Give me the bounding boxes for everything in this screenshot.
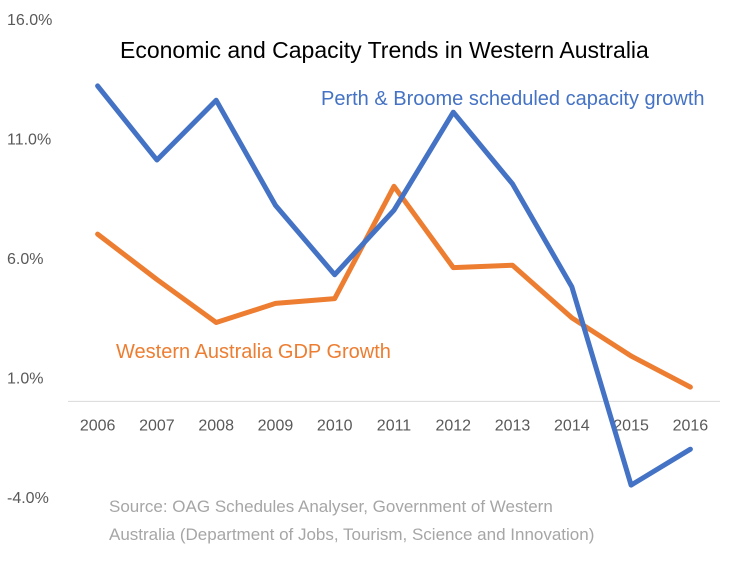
series-line-gdp: [95, 183, 693, 390]
x-tick-label: 2010: [317, 417, 353, 434]
series-lines: [95, 83, 693, 488]
source-note-line-1: Source: OAG Schedules Analyser, Governme…: [109, 497, 553, 516]
y-tick-label: 11.0%: [7, 132, 51, 149]
x-tick-label: 2013: [495, 417, 531, 434]
y-tick-label: 6.0%: [7, 251, 43, 268]
series-label-capacity: Perth & Broome scheduled capacity growth: [321, 88, 705, 110]
x-tick-label: 2007: [139, 417, 175, 434]
x-tick-label: 2008: [198, 417, 234, 434]
y-tick-label: 1.0%: [7, 371, 43, 388]
series-label-gdp: Western Australia GDP Growth: [116, 341, 391, 363]
x-tick-label: 2009: [258, 417, 294, 434]
x-tick-label: 2011: [377, 417, 412, 434]
x-tick-label: 2015: [613, 417, 649, 434]
source-note-line-2: Australia (Department of Jobs, Tourism, …: [109, 525, 594, 544]
y-tick-label: -4.0%: [7, 490, 49, 507]
x-tick-label: 2006: [80, 417, 116, 434]
x-tick-label: 2016: [673, 417, 709, 434]
x-tick-label: 2012: [435, 417, 471, 434]
y-tick-label: 16.0%: [7, 12, 52, 29]
chart-title: Economic and Capacity Trends in Western …: [120, 37, 649, 63]
y-axis-tick-labels: 16.0% 11.0% 6.0% 1.0% -4.0%: [7, 12, 52, 507]
x-tick-label: 2014: [554, 417, 590, 434]
series-line-capacity: [95, 83, 693, 488]
x-axis-tick-labels: 2006 2007 2008 2009 2010 2011 2012 2013 2014 2015…: [80, 417, 708, 434]
